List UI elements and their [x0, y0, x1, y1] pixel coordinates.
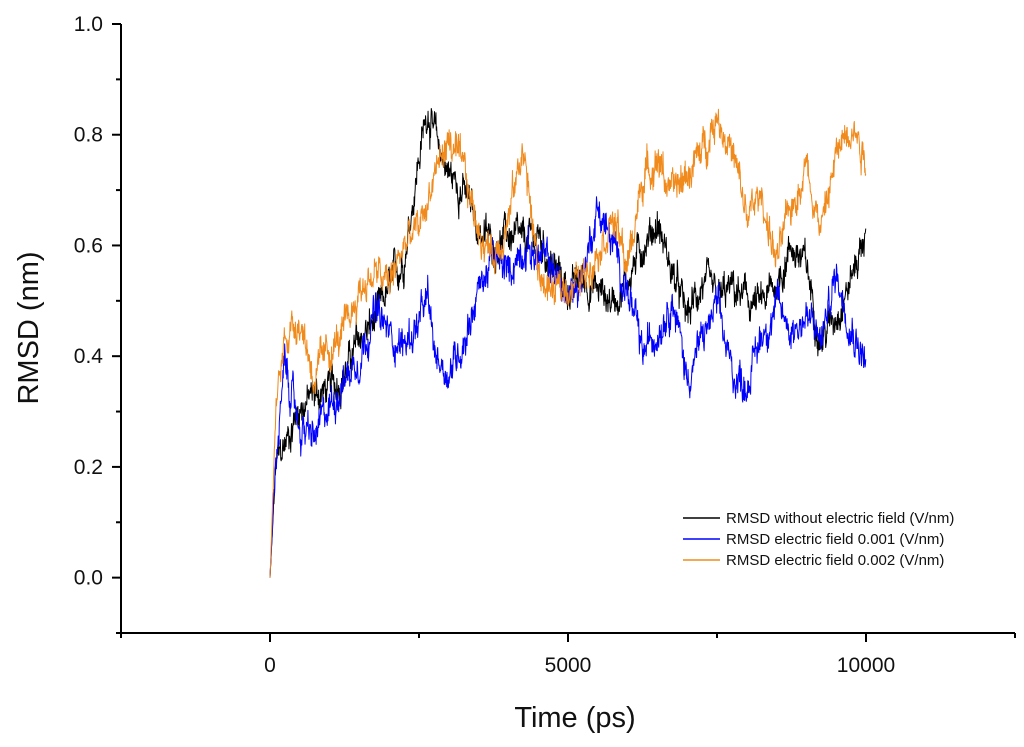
x-tick-label: 0: [264, 654, 276, 677]
x-axis-title: Time (ps): [514, 702, 635, 734]
y-tick-label: 0.6: [74, 234, 103, 257]
x-tick-label: 5000: [545, 654, 592, 677]
legend-label-field-0-001: RMSD electric field 0.001 (V/nm): [726, 531, 944, 548]
y-tick-label: 1.0: [74, 13, 103, 36]
legend-label-no-field: RMSD without electric field (V/nm): [726, 510, 954, 527]
y-tick-label: 0.4: [74, 345, 104, 368]
y-tick-label: 0.2: [74, 456, 103, 479]
x-tick-label: 10000: [837, 654, 895, 677]
y-tick-label: 0.8: [74, 124, 103, 147]
y-axis-title: RMSD (nm): [13, 251, 45, 404]
y-tick-label: 0.0: [74, 567, 103, 590]
legend-label-field-0-002: RMSD electric field 0.002 (V/nm): [726, 552, 944, 569]
series-line-no-field: [269, 108, 867, 578]
x-ticks: 0 5000 10000: [120, 633, 1016, 677]
series-line-field-0-001: [269, 196, 867, 578]
plot-series: [269, 108, 867, 578]
y-ticks: 0.0 0.2 0.4 0.6 0.8 1.0: [74, 13, 121, 634]
legend: RMSD without electric field (V/nm) RMSD e…: [683, 510, 954, 569]
series-line-field-0-002: [269, 108, 867, 578]
